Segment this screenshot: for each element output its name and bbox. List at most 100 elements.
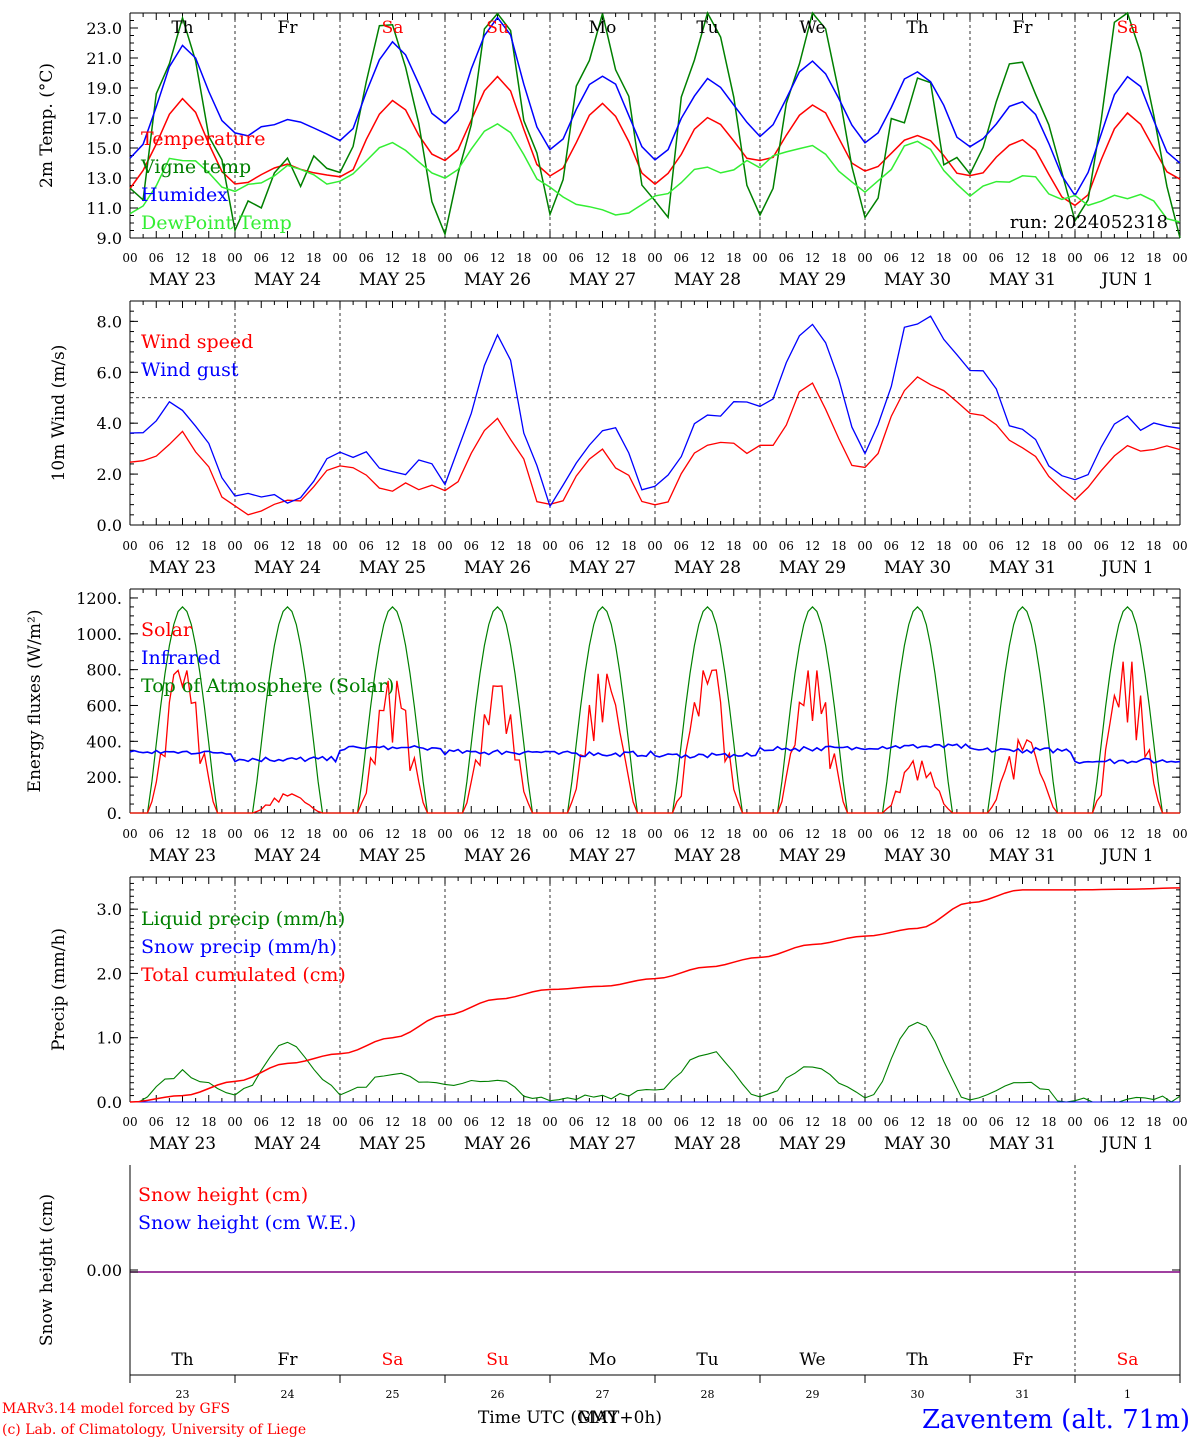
series-line-solar (130, 661, 1180, 814)
top-weekday-label: We (799, 18, 825, 38)
y-tick-label: 9.0 (97, 229, 122, 248)
date-label: MAY 25 (359, 558, 426, 578)
hour-tick-label: 06 (569, 1115, 584, 1129)
weekday-label: Su (486, 1350, 509, 1370)
y-tick-label: 1.0 (97, 1029, 122, 1048)
top-weekday-label: Th (171, 18, 193, 38)
hour-tick-label: 12 (1120, 827, 1135, 841)
date-label: MAY 28 (674, 270, 741, 290)
hour-tick-label: 06 (254, 251, 269, 265)
hour-tick-label: 00 (542, 251, 557, 265)
credit-line: MARv3.14 model forced by GFS (2, 1401, 230, 1417)
hour-tick-label: 00 (122, 251, 137, 265)
hour-tick-label: 00 (437, 251, 452, 265)
hour-tick-label: 18 (201, 827, 216, 841)
legend-entry: Infrared (141, 647, 221, 669)
series-group (129, 315, 1181, 516)
date-label: MAY 23 (149, 1134, 216, 1154)
series-line (129, 123, 1181, 223)
hour-tick-label: 00 (437, 539, 452, 553)
hour-tick-label: 12 (910, 1115, 925, 1129)
hour-tick-label: 00 (962, 251, 977, 265)
hour-tick-label: 18 (726, 1115, 741, 1129)
hour-tick-label: 18 (831, 827, 846, 841)
date-label: MAY 28 (674, 558, 741, 578)
y-tick-label: 0.00 (86, 1261, 122, 1280)
hour-tick-label: 00 (1172, 539, 1187, 553)
hour-tick-label: 18 (1041, 539, 1056, 553)
panel-2: 00 06 12 18 00 06 12 18 00 06 12 18 00 06 12 18 00 06 12 18… (49, 300, 1188, 578)
hour-tick-label: 06 (149, 827, 164, 841)
hour-tick-label: 06 (464, 539, 479, 553)
hour-tick-label: 00 (857, 539, 872, 553)
x-axis-overlap-label: MAY (578, 1408, 619, 1428)
hour-tick-label: 18 (936, 1115, 951, 1129)
hour-tick-label: 00 (227, 827, 242, 841)
hour-tick-label: 12 (1015, 251, 1030, 265)
hour-tick-label: 00 (962, 539, 977, 553)
hour-tick-label: 06 (359, 251, 374, 265)
weekday-label: Tu (696, 1350, 718, 1370)
hour-tick-label: 18 (726, 251, 741, 265)
date-label: MAY 25 (359, 270, 426, 290)
hour-tick-label: 06 (884, 827, 899, 841)
hour-tick-label: 12 (1120, 539, 1135, 553)
y-tick-label: 0.0 (97, 516, 122, 535)
y-axis-label: Precip (mm/h) (49, 928, 69, 1051)
date-label: MAY 30 (884, 846, 951, 866)
hour-tick-label: 12 (805, 1115, 820, 1129)
hour-tick-label: 00 (857, 251, 872, 265)
hour-tick-label: 00 (1067, 539, 1082, 553)
series-line (129, 11, 1181, 239)
date-label: MAY 23 (149, 558, 216, 578)
hour-tick-label: 12 (490, 251, 505, 265)
hour-tick-label: 06 (989, 251, 1004, 265)
hour-tick-label: 06 (779, 539, 794, 553)
top-weekday-label: Th (906, 18, 928, 38)
date-label: JUN 1 (1099, 846, 1153, 866)
hour-tick-label: 06 (254, 539, 269, 553)
hour-tick-label: 12 (175, 1115, 190, 1129)
y-tick-label: 0.0 (97, 1093, 122, 1112)
date-label: MAY 25 (359, 1134, 426, 1154)
weekday-label: We (799, 1350, 825, 1370)
series-line-infrared (129, 743, 1181, 765)
y-axis-label: 2m Temp. (°C) (37, 63, 57, 188)
hour-tick-label: 18 (306, 827, 321, 841)
legend-entry: Wind gust (141, 359, 239, 381)
hour-tick-label: 12 (1015, 539, 1030, 553)
hour-tick-label: 18 (516, 539, 531, 553)
top-weekday-label: Sa (1117, 18, 1139, 38)
hour-tick-label: 00 (647, 1115, 662, 1129)
legend-entry: Humidex (141, 184, 228, 206)
hour-tick-label: 06 (884, 539, 899, 553)
date-label: MAY 31 (989, 270, 1056, 290)
hour-tick-label: 12 (595, 539, 610, 553)
date-label: MAY 24 (254, 1134, 321, 1154)
y-tick-label: 23.0 (86, 19, 122, 38)
date-label: MAY 31 (989, 846, 1056, 866)
series-line (129, 376, 1181, 516)
top-weekday-label: Mo (589, 18, 617, 38)
hour-tick-label: 18 (306, 251, 321, 265)
date-label: MAY 27 (569, 270, 636, 290)
hour-tick-label: 12 (175, 827, 190, 841)
date-label: MAY 26 (464, 558, 531, 578)
hour-tick-label: 06 (464, 827, 479, 841)
hour-tick-label: 06 (359, 1115, 374, 1129)
top-weekday-label: Tu (696, 18, 718, 38)
hour-tick-label: 12 (1120, 1115, 1135, 1129)
date-label: MAY 23 (149, 270, 216, 290)
hour-tick-label: 06 (674, 827, 689, 841)
day-number-label: 28 (701, 1388, 715, 1401)
hour-tick-label: 00 (332, 251, 347, 265)
hour-tick-label: 12 (385, 1115, 400, 1129)
hour-tick-label: 00 (227, 539, 242, 553)
hour-tick-label: 12 (700, 251, 715, 265)
hour-tick-label: 12 (490, 1115, 505, 1129)
hour-tick-label: 06 (149, 1115, 164, 1129)
date-label: MAY 31 (989, 1134, 1056, 1154)
hour-tick-label: 18 (306, 1115, 321, 1129)
date-label: MAY 26 (464, 1134, 531, 1154)
y-tick-label: 4.0 (97, 414, 122, 433)
